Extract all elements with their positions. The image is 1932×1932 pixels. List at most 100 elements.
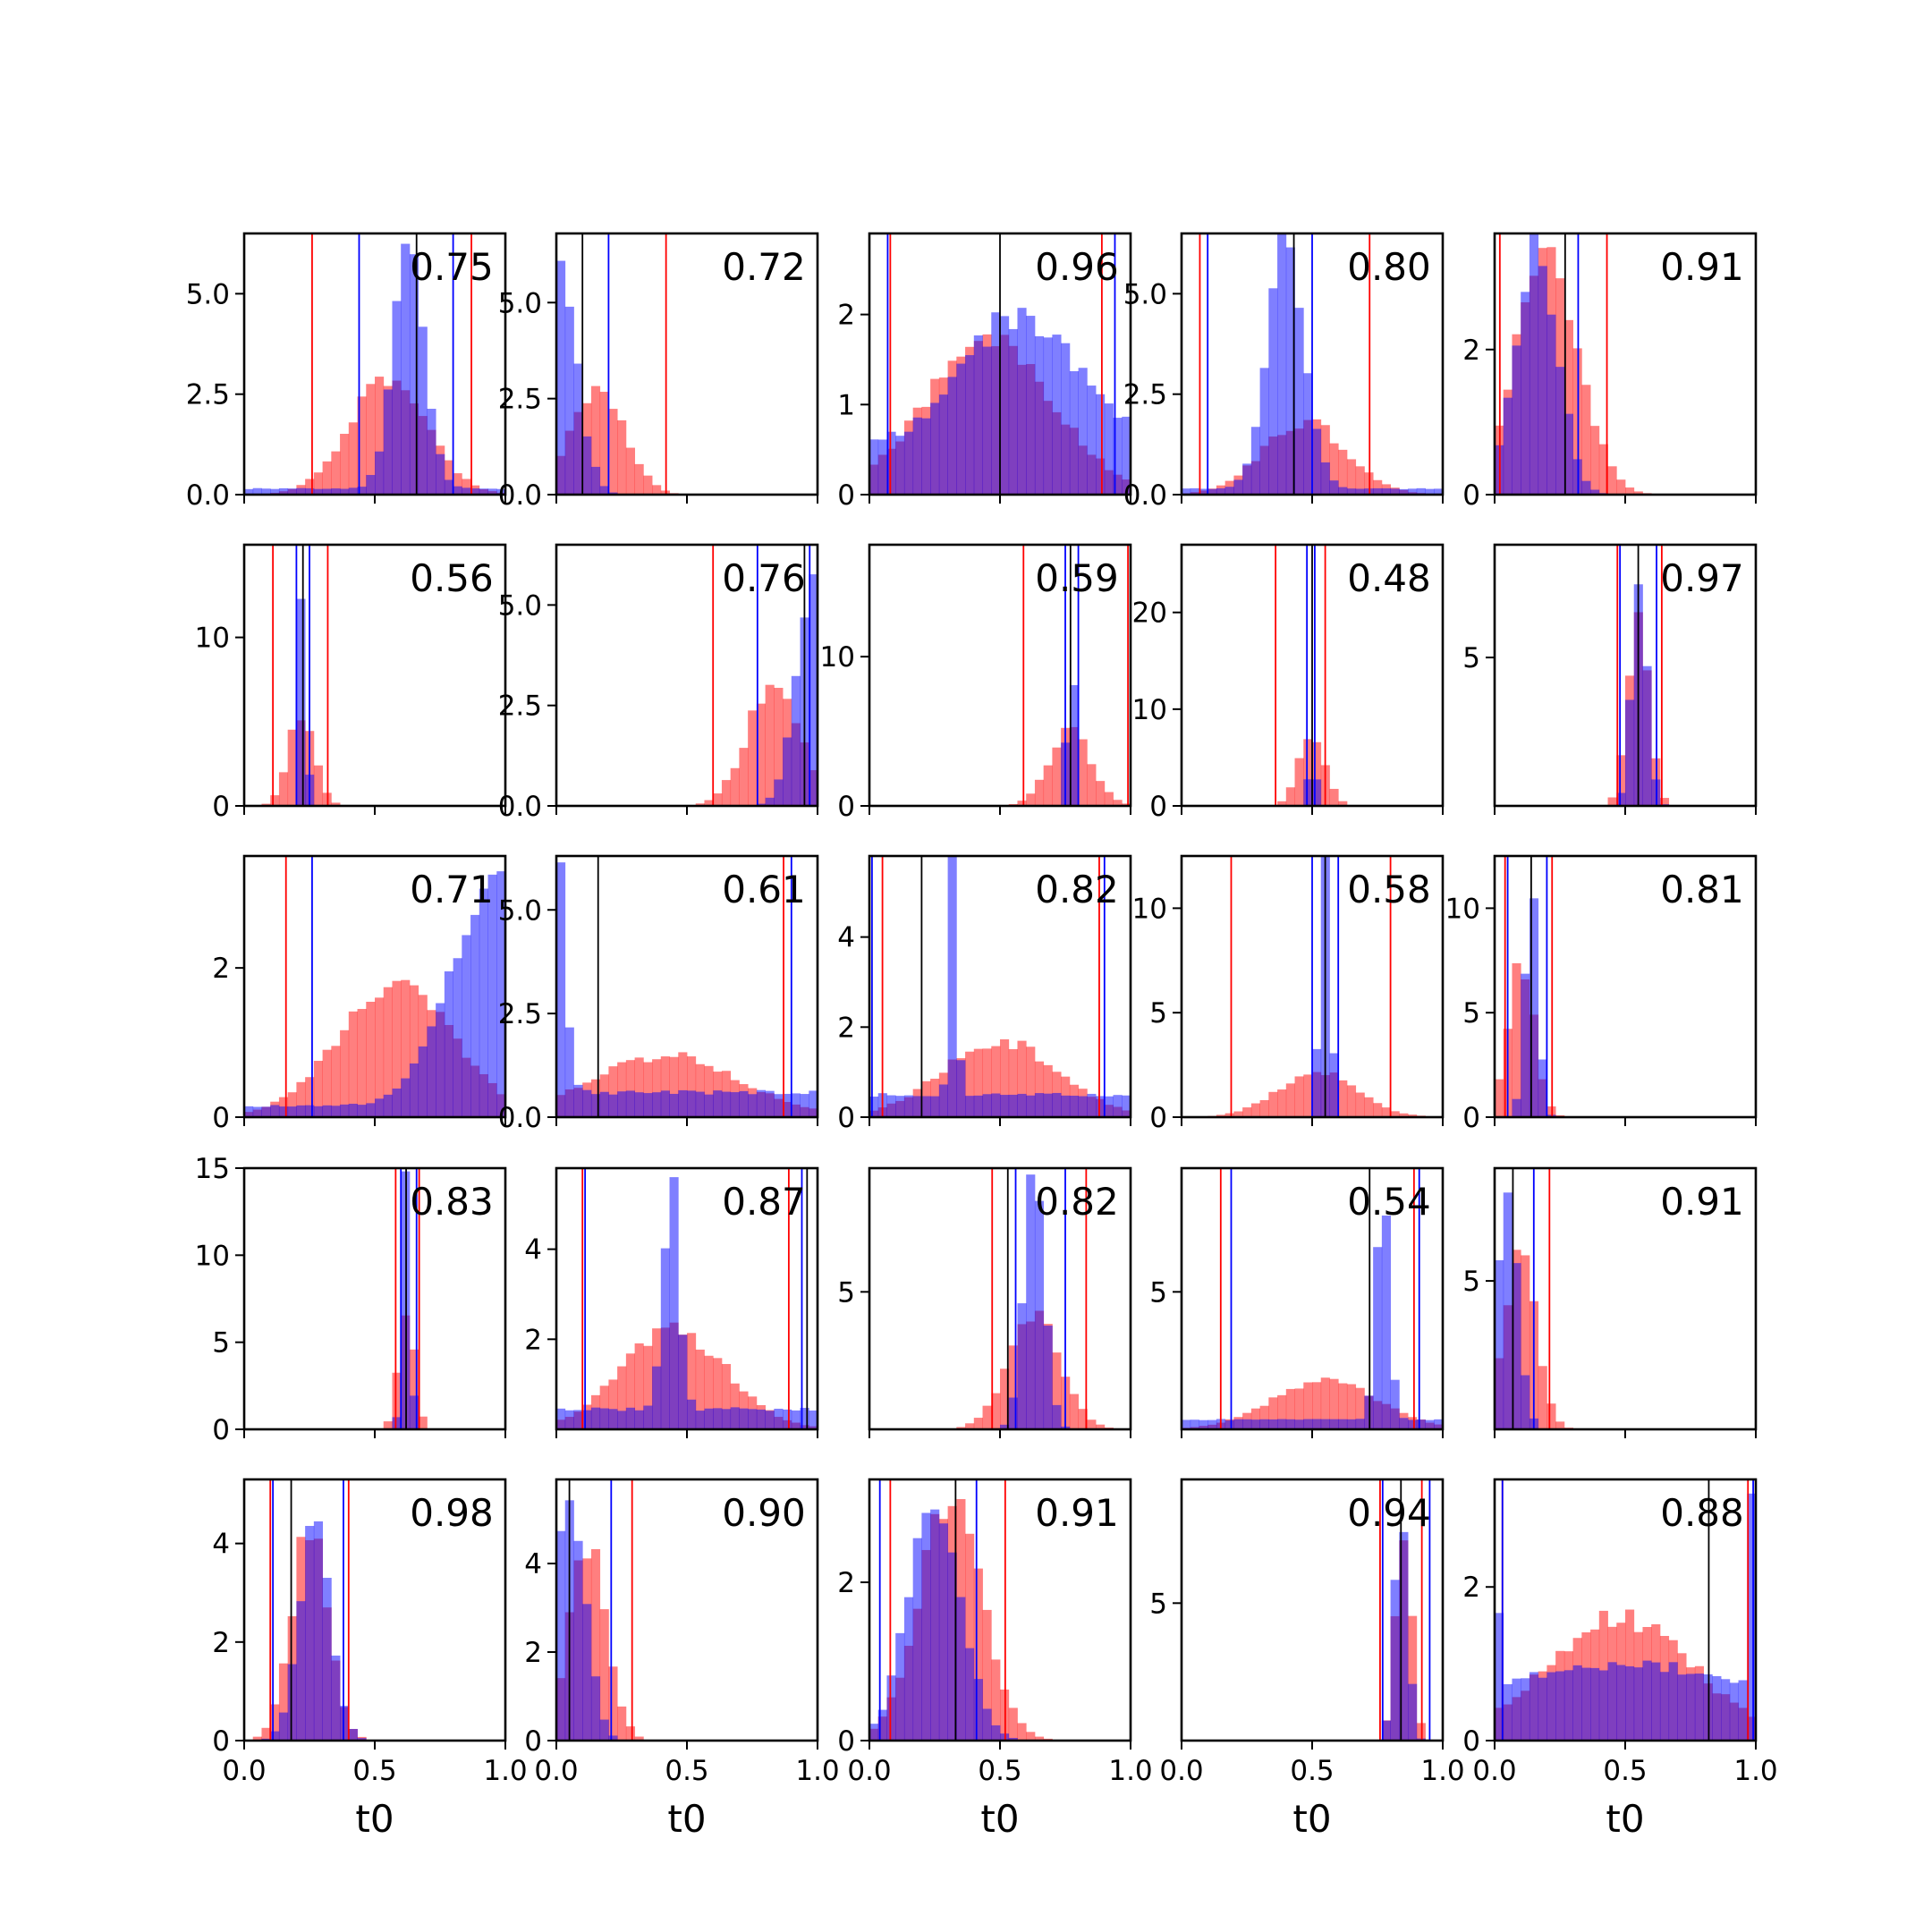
x-tick-label: 1.0 bbox=[1420, 1755, 1464, 1787]
y-tick-label: 4 bbox=[212, 1529, 230, 1561]
blue-hist-bar bbox=[1208, 1419, 1217, 1429]
red-hist-bar bbox=[1000, 1368, 1010, 1429]
blue-hist-bar bbox=[366, 475, 376, 495]
red-hist-bar bbox=[965, 1533, 975, 1741]
red-hist-bar bbox=[357, 396, 367, 495]
panel-4-0: 0.0 0.5 1.0 t0 0 2 4 0.98 bbox=[212, 1478, 528, 1841]
blue-hist-bar bbox=[1008, 1397, 1018, 1429]
red-hist-bar bbox=[599, 1385, 609, 1429]
panel-4-4: 0.0 0.5 1.0 t0 0 2 0.88 bbox=[1462, 1478, 1778, 1841]
red-hist-bar bbox=[1338, 1383, 1348, 1429]
red-hist-bar bbox=[1346, 459, 1357, 495]
panel-score-label: 0.91 bbox=[1660, 245, 1744, 289]
blue-hist-bar bbox=[947, 856, 957, 1117]
panel-2-3: 0 5 10 0.58 bbox=[1132, 854, 1445, 1134]
y-tick-label: 0 bbox=[837, 791, 855, 823]
blue-hist-bar bbox=[1320, 1419, 1330, 1429]
red-hist-bar bbox=[695, 803, 705, 806]
red-hist-bar bbox=[1034, 779, 1045, 806]
red-hist-bar bbox=[1087, 764, 1097, 806]
blue-hist-bar bbox=[739, 1408, 749, 1429]
panel-2-2: 0 2 4 0.82 bbox=[837, 854, 1132, 1134]
blue-hist-bar bbox=[270, 1731, 280, 1741]
red-hist-bar bbox=[331, 802, 341, 806]
blue-hist-bar bbox=[1563, 413, 1573, 495]
y-tick-label: 2.5 bbox=[498, 691, 542, 723]
red-hist-bar bbox=[1104, 792, 1114, 806]
red-hist-bar bbox=[669, 1056, 679, 1117]
blue-hist-bar bbox=[496, 488, 506, 495]
y-tick-label: 5.0 bbox=[186, 278, 230, 310]
blue-hist-bar bbox=[470, 914, 480, 1117]
y-tick-label: 20 bbox=[1132, 597, 1167, 630]
red-hist-bar bbox=[634, 1057, 644, 1117]
red-hist-bar bbox=[383, 987, 393, 1117]
red-hist-bar bbox=[643, 475, 653, 495]
x-axis-label: t0 bbox=[355, 1797, 394, 1841]
red-hist-bar bbox=[991, 1659, 1001, 1741]
panel-score-label: 0.54 bbox=[1347, 1180, 1431, 1224]
red-hist-bar bbox=[1000, 1038, 1010, 1117]
blue-hist-bar bbox=[305, 487, 315, 495]
blue-hist-bar bbox=[1182, 488, 1191, 495]
blue-hist-bar bbox=[305, 1105, 315, 1117]
blue-hist-bar bbox=[462, 487, 471, 495]
blue-hist-bar bbox=[669, 1177, 679, 1429]
blue-hist-bar bbox=[1572, 1665, 1582, 1741]
red-hist-bar bbox=[1346, 1085, 1357, 1117]
blue-hist-bar bbox=[1199, 488, 1208, 495]
y-tick-label: 5 bbox=[1462, 1266, 1480, 1298]
panel-3-1: 240.87 bbox=[524, 1166, 819, 1438]
blue-hist-bar bbox=[1008, 1094, 1018, 1117]
red-hist-bar bbox=[590, 386, 601, 495]
blue-hist-bar bbox=[392, 1089, 402, 1117]
blue-hist-bar bbox=[1607, 1662, 1617, 1741]
red-hist-bar bbox=[608, 1379, 618, 1429]
blue-hist-bar bbox=[1216, 487, 1226, 495]
blue-hist-bar bbox=[1399, 488, 1409, 495]
blue-hist-bar bbox=[1416, 487, 1426, 495]
red-hist-bar bbox=[1312, 1382, 1322, 1429]
red-hist-bar bbox=[617, 1062, 627, 1117]
blue-hist-bar bbox=[1087, 1093, 1097, 1117]
red-hist-bar bbox=[1017, 1723, 1027, 1741]
blue-hist-bar bbox=[322, 1105, 332, 1117]
blue-hist-bar bbox=[287, 488, 297, 495]
blue-hist-bar bbox=[783, 1093, 792, 1117]
red-hist-bar bbox=[1285, 1083, 1295, 1117]
red-hist-bar bbox=[1268, 1091, 1278, 1117]
red-hist-bar bbox=[409, 985, 419, 1117]
y-tick-label: 2.5 bbox=[498, 384, 542, 416]
blue-hist-bar bbox=[1747, 1493, 1757, 1741]
red-hist-bar bbox=[1052, 1352, 1062, 1429]
blue-hist-bar bbox=[903, 1597, 914, 1741]
blue-hist-bar bbox=[573, 363, 583, 495]
blue-hist-bar bbox=[1043, 1093, 1053, 1117]
y-tick-label: 0 bbox=[524, 1725, 542, 1758]
blue-hist-bar bbox=[1529, 1672, 1539, 1741]
blue-hist-bar bbox=[582, 1089, 592, 1117]
red-hist-bar bbox=[687, 1333, 697, 1429]
blue-hist-bar bbox=[305, 1526, 315, 1741]
blue-hist-bar bbox=[1242, 463, 1252, 495]
red-hist-bar bbox=[1250, 1103, 1260, 1117]
red-hist-bar bbox=[982, 1405, 992, 1429]
blue-hist-bar bbox=[1625, 699, 1635, 806]
blue-hist-bar bbox=[1373, 1247, 1383, 1429]
blue-hist-bar bbox=[1677, 1674, 1687, 1741]
red-hist-bar bbox=[1277, 1394, 1287, 1429]
red-hist-bar bbox=[1259, 1405, 1269, 1429]
blue-hist-bar bbox=[564, 1410, 574, 1429]
red-hist-bar bbox=[643, 1345, 653, 1429]
blue-hist-bar bbox=[687, 1090, 697, 1117]
panel-group: 0.02.55.00.750.02.55.00.720120.960.02.55… bbox=[186, 232, 1778, 1841]
blue-hist-bar bbox=[730, 1092, 740, 1117]
red-hist-bar bbox=[695, 1349, 705, 1429]
blue-hist-bar bbox=[409, 1395, 419, 1429]
blue-hist-bar bbox=[1399, 1418, 1409, 1429]
blue-hist-bar bbox=[296, 1105, 306, 1117]
red-hist-bar bbox=[375, 997, 385, 1117]
red-hist-bar bbox=[704, 1065, 714, 1117]
panel-score-label: 0.82 bbox=[1035, 868, 1119, 911]
blue-hist-bar bbox=[331, 488, 341, 495]
